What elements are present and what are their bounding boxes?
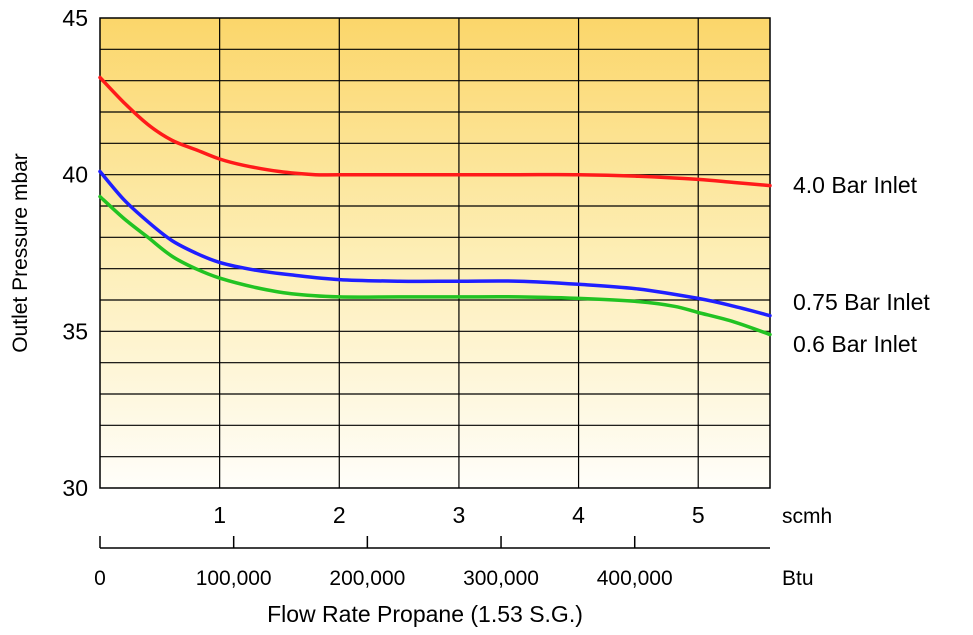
series-label-0-6-bar-inlet: 0.6 Bar Inlet [793, 331, 918, 357]
x-tick-labels-btu: 0 100,000 200,000 300,000 400,000 [94, 567, 673, 590]
series-layer [98, 75, 772, 337]
y-tick-label: 35 [62, 318, 88, 344]
btu-tick-label: 400,000 [597, 567, 673, 590]
x-unit-btu: Btu [782, 567, 814, 590]
series-line-0-75-bar-inlet [98, 169, 772, 318]
y-tick-label: 30 [62, 475, 88, 501]
series-label-0-75-bar-inlet: 0.75 Bar Inlet [793, 289, 930, 315]
series-line-0-6-bar-inlet [98, 194, 772, 337]
x-axis-title: Flow Rate Propane (1.53 S.G.) [267, 601, 583, 627]
x-tick-label: 1 [213, 502, 226, 528]
plot-frame [99, 17, 771, 489]
y-axis-title: Outlet Pressure mbar [9, 153, 32, 353]
vertical-gridlines [219, 18, 699, 488]
x-tick-labels-scmh: 1 2 3 4 5 [213, 502, 704, 528]
y-tick-label: 40 [62, 162, 88, 188]
y-tick-labels: 30 35 40 45 [62, 5, 88, 501]
btu-tick-label: 200,000 [329, 567, 405, 590]
x-tick-label: 5 [692, 502, 705, 528]
series-label-4-0-bar-inlet: 4.0 Bar Inlet [793, 172, 918, 198]
y-tick-label: 45 [62, 5, 88, 31]
x-tick-label: 2 [333, 502, 346, 528]
btu-tick-label: 300,000 [463, 567, 539, 590]
horizontal-gridlines [100, 48, 770, 458]
x-tick-label: 4 [572, 502, 585, 528]
plot-background [100, 18, 770, 488]
series-line-4-0-bar-inlet [98, 75, 772, 188]
x-unit-scmh: scmh [782, 505, 832, 528]
btu-axis-ticks [99, 536, 636, 548]
series-labels: 4.0 Bar Inlet 0.75 Bar Inlet 0.6 Bar Inlet [793, 172, 930, 357]
x-tick-label: 3 [453, 502, 466, 528]
btu-tick-label: 100,000 [196, 567, 272, 590]
btu-tick-label: 0 [94, 567, 106, 590]
